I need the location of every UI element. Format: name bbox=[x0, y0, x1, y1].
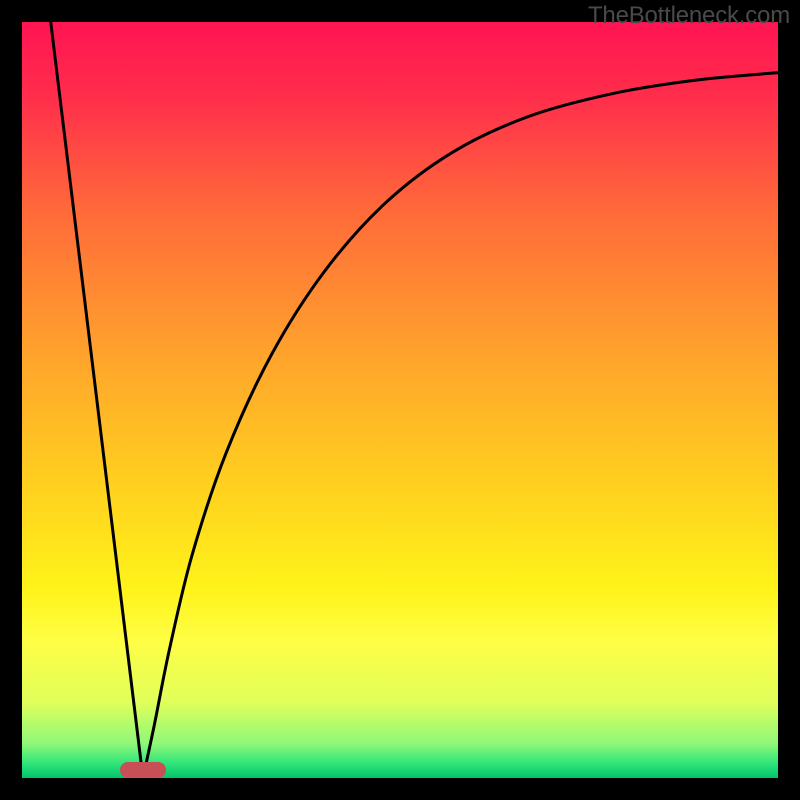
crossover-marker bbox=[120, 762, 165, 778]
plot-area bbox=[22, 22, 778, 778]
right-curve bbox=[143, 73, 778, 778]
curves-layer bbox=[22, 22, 778, 778]
watermark-text: TheBottleneck.com bbox=[588, 2, 790, 30]
watermark-label: TheBottleneck.com bbox=[588, 2, 790, 29]
left-v-line bbox=[51, 22, 143, 778]
